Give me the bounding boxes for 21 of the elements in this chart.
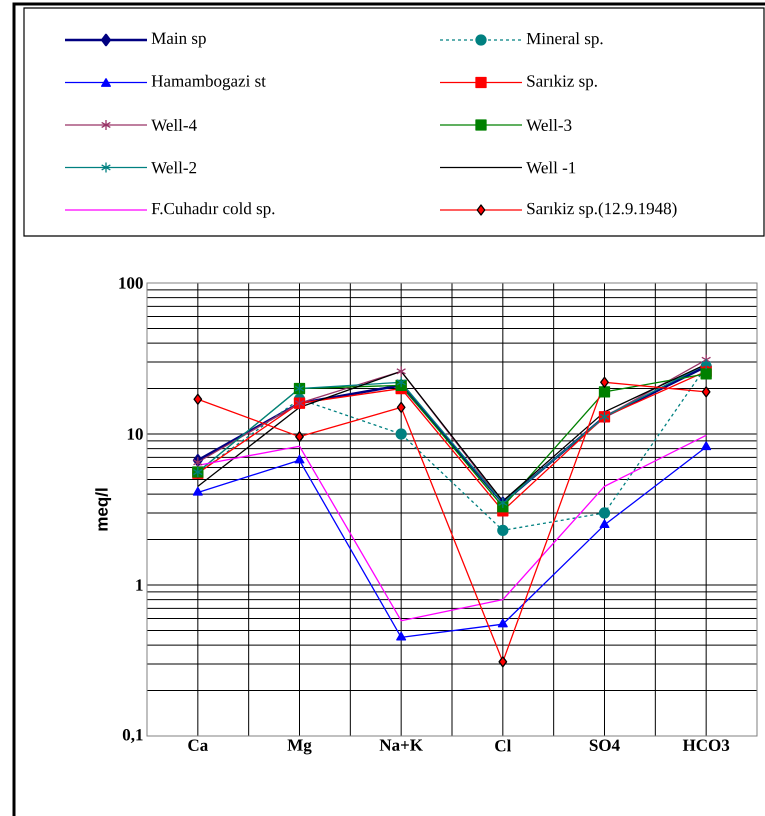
y-tick-label: 1 [136,579,143,591]
legend-label: Sarıkiz sp.(12.9.1948) [527,202,677,218]
y-axis-title: meq/l [95,488,112,531]
legend-label: Well-4 [151,118,197,132]
legend-label: Well-3 [526,118,572,132]
legend-label: Well-2 [151,161,196,174]
legend-label: Main sp [152,32,206,48]
x-tick-label: Mg [288,740,312,754]
x-tick-label: Na+K [380,740,423,751]
legend-label: Hamambogazi st [152,74,266,90]
legend-label: Sarıkiz sp. [527,74,597,90]
legend-label: F.Cuhadır cold sp. [152,202,274,218]
legend-label: Mineral sp. [526,32,603,48]
x-tick-label: Cl [495,740,512,752]
x-tick-label: Ca [188,740,208,751]
y-tick-label: 10 [128,428,143,440]
y-tick-label: 100 [119,277,143,289]
x-tick-label: SO4 [590,740,620,751]
x-tick-label: HCO3 [682,740,730,751]
y-tick-label: 0,1 [122,729,143,743]
legend-label: Well -1 [526,161,576,174]
